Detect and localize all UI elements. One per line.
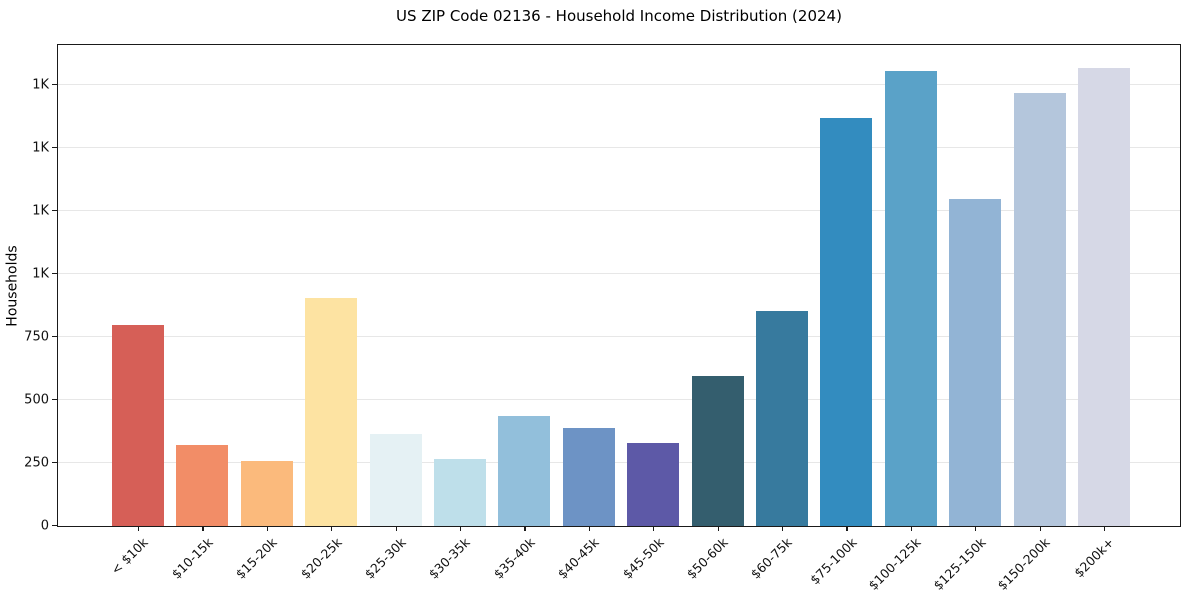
y-tick-mark-250 bbox=[52, 461, 57, 464]
x-tick-label-10-15k: $10-15k bbox=[168, 534, 216, 582]
bar-75-100k bbox=[820, 118, 873, 526]
x-tick-mark-10-15k bbox=[202, 526, 204, 531]
y-tick-label-1750: 1K bbox=[32, 77, 49, 93]
gridline-y-1250 bbox=[58, 210, 1180, 212]
bar-35-40k bbox=[498, 416, 551, 526]
x-tick-mark-150-200k bbox=[1039, 526, 1041, 531]
bar-200k bbox=[1078, 67, 1130, 526]
x-tick-label-30-35k: $30-35k bbox=[426, 534, 474, 582]
x-tick-label-45-50k: $45-50k bbox=[619, 534, 667, 582]
x-tick-mark-25-30k bbox=[395, 526, 397, 531]
plot-inner: 0 250 500 750 1K 1K 1K 1K < $10k $10-15k $15-20k $2… bbox=[24, 45, 1180, 590]
y-tick-label-0: 0 bbox=[40, 518, 49, 534]
gridline-y-1000 bbox=[58, 273, 1180, 275]
y-tick-mark-500 bbox=[52, 398, 57, 401]
bar-20-25k bbox=[305, 298, 358, 526]
y-tick-label-1000: 1K bbox=[32, 266, 49, 282]
gridline-y-500 bbox=[58, 399, 1180, 401]
plot-area: 0 250 500 750 1K 1K 1K 1K < $10k $10-15k $15-20k $2… bbox=[24, 44, 1181, 590]
bar-40-45k bbox=[562, 427, 615, 526]
x-tick-label-35-40k: $35-40k bbox=[490, 534, 538, 582]
x-tick-label-75-100k: $75-100k bbox=[806, 534, 860, 588]
y-tick-label-250: 250 bbox=[24, 455, 49, 471]
y-axis-label-wrap: Households bbox=[2, 44, 24, 527]
x-tick-mark-35-40k bbox=[524, 526, 526, 531]
x-tick-mark-30-35k bbox=[460, 526, 462, 531]
x-tick-label-40-45k: $40-45k bbox=[554, 534, 602, 582]
x-tick-mark-10k bbox=[138, 526, 140, 531]
bar-150-200k bbox=[1013, 92, 1066, 526]
x-tick-mark-15-20k bbox=[266, 526, 269, 531]
y-tick-mark-1000 bbox=[52, 272, 57, 275]
y-tick-label-1500: 1K bbox=[32, 140, 49, 156]
x-tick-mark-200k bbox=[1104, 526, 1106, 531]
bar-25-30k bbox=[369, 434, 422, 526]
y-tick-mark-1250 bbox=[52, 209, 57, 212]
x-tick-mark-40-45k bbox=[588, 526, 591, 531]
x-tick-label-15-20k: $15-20k bbox=[232, 534, 280, 582]
x-tick-mark-100-125k bbox=[910, 526, 913, 531]
x-tick-label-25-30k: $25-30k bbox=[361, 534, 409, 582]
x-tick-label-50-60k: $50-60k bbox=[683, 534, 731, 582]
x-tick-mark-60-75k bbox=[782, 526, 784, 531]
x-tick-label-20-25k: $20-25k bbox=[297, 534, 345, 582]
x-tick-mark-50-60k bbox=[717, 526, 719, 531]
x-tick-label-125-150k: $125-150k bbox=[930, 534, 989, 590]
chart-title: US ZIP Code 02136 - Household Income Dis… bbox=[396, 7, 842, 25]
x-tick-mark-20-25k bbox=[331, 526, 333, 531]
x-tick-label-10k: < $10k bbox=[108, 534, 152, 578]
bar-10k bbox=[112, 324, 164, 526]
x-tick-mark-45-50k bbox=[653, 526, 655, 531]
bar-30-35k bbox=[434, 459, 486, 526]
bar-60-75k bbox=[756, 310, 808, 526]
x-tick-label-100-125k: $100-125k bbox=[865, 534, 924, 590]
bar-125-150k bbox=[949, 198, 1002, 526]
y-axis-label: Households bbox=[5, 244, 22, 327]
y-tick-label-1250: 1K bbox=[32, 203, 49, 219]
x-tick-label-200k: $200k+ bbox=[1071, 534, 1118, 581]
x-tick-label-150-200k: $150-200k bbox=[994, 534, 1053, 590]
y-tick-label-500: 500 bbox=[24, 392, 49, 408]
y-tick-mark-750 bbox=[52, 335, 57, 338]
gridline-y-1750 bbox=[58, 84, 1180, 86]
x-tick-mark-75-100k bbox=[846, 526, 848, 531]
y-tick-mark-0 bbox=[52, 524, 57, 526]
bar-10-15k bbox=[176, 445, 229, 526]
bar-100-125k bbox=[884, 71, 937, 526]
gridline-y-1500 bbox=[58, 147, 1180, 149]
bar-15-20k bbox=[240, 460, 293, 526]
bar-50-60k bbox=[691, 376, 744, 526]
y-tick-label-750: 750 bbox=[24, 329, 49, 345]
gridline-y-750 bbox=[58, 336, 1180, 338]
bar-45-50k bbox=[627, 442, 680, 526]
y-tick-mark-1500 bbox=[52, 146, 57, 149]
y-tick-mark-1750 bbox=[52, 84, 57, 86]
x-tick-mark-125-150k bbox=[975, 526, 977, 531]
x-tick-label-60-75k: $60-75k bbox=[748, 534, 796, 582]
gridline-y-250 bbox=[58, 462, 1180, 464]
